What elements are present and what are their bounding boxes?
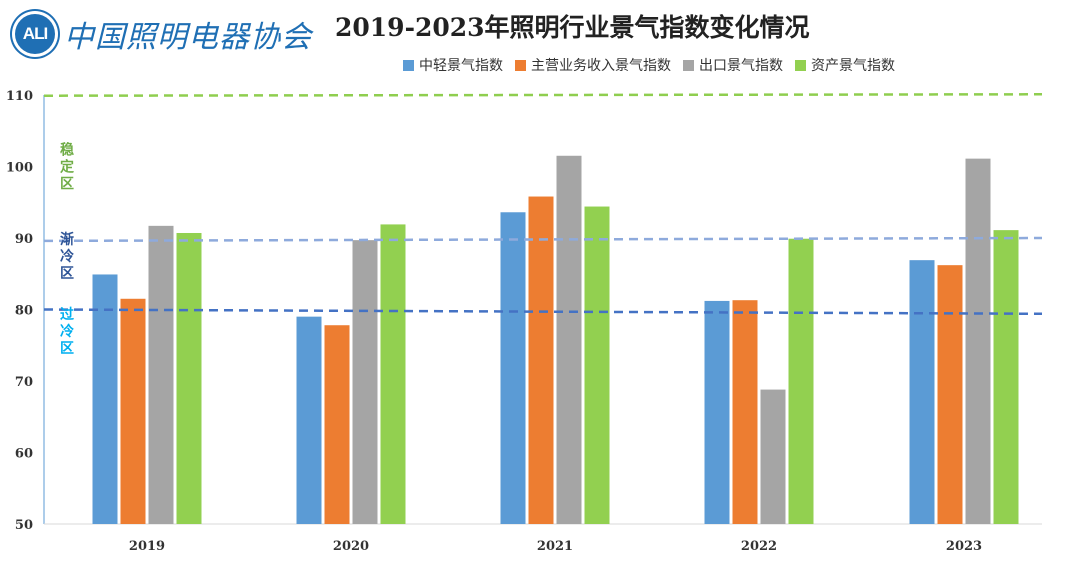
bar-2023-series-4 [993, 230, 1019, 524]
y-tick-label-70: 70 [15, 375, 33, 390]
y-tick-label-60: 60 [15, 447, 33, 462]
legend: 中轻景气指数 主营业务收入景气指数 出口景气指数 资产景气指数 [403, 55, 895, 75]
bar-2019-series-3 [148, 225, 174, 524]
zone-label-stable-3: 区 [60, 177, 74, 193]
zone-label-overcold-2: 冷 [60, 323, 74, 340]
y-tick-label-50: 50 [15, 518, 33, 533]
reference-line-stable-threshold [43, 93, 1043, 97]
chart-title: 2019-2023年照明行业景气指数变化情况 [335, 13, 810, 42]
zone-label-stable-2: 定 [60, 159, 74, 176]
x-tick-label-2023: 2023 [946, 539, 982, 554]
bar-2019-series-2 [120, 298, 146, 524]
bar-2022-series-1 [704, 300, 730, 524]
zone-label-cooling-2: 冷 [60, 248, 74, 265]
legend-label-4: 资产景气指数 [811, 58, 895, 74]
legend-swatch-1 [403, 59, 414, 71]
y-tick-label-80: 80 [15, 304, 33, 319]
bar-2021-series-4 [584, 206, 610, 525]
y-tick-label-110: 110 [6, 89, 33, 104]
legend-swatch-3 [683, 59, 694, 71]
zone-label-overcold-1: 过 [60, 306, 74, 323]
logo-name: 中国照明电器协会 [64, 20, 312, 55]
legend-swatch-4 [795, 59, 806, 71]
bar-2020-series-1 [296, 316, 322, 524]
legend-item-2: 主营业务收入景气指数 [515, 55, 671, 75]
reference-line-overcold-threshold [43, 308, 1043, 316]
legend-item-3: 出口景气指数 [683, 55, 783, 75]
legend-swatch-2 [515, 59, 526, 71]
logo: ALI 中国照明电器协会 [12, 8, 312, 60]
bar-2020-series-3 [352, 240, 378, 524]
legend-label-2: 主营业务收入景气指数 [531, 58, 671, 74]
y-tick-label-100: 100 [6, 161, 33, 176]
bar-2020-series-4 [380, 224, 406, 525]
bar-2023-series-2 [937, 265, 963, 524]
legend-label-1: 中轻景气指数 [419, 58, 503, 74]
legend-item-4: 资产景气指数 [795, 55, 895, 75]
bar-2023-series-1 [909, 260, 935, 524]
bar-2022-series-2 [732, 300, 758, 524]
x-tick-label-2022: 2022 [741, 539, 777, 554]
bar-2022-series-3 [760, 389, 786, 524]
bar-2019-series-1 [92, 274, 118, 524]
legend-label-3: 出口景气指数 [699, 58, 783, 74]
bar-2021-series-2 [528, 196, 554, 524]
bar-2021-series-1 [500, 212, 526, 524]
zone-label-overcold-3: 区 [60, 341, 74, 357]
x-tick-label-2021: 2021 [537, 539, 573, 554]
y-tick-label-90: 90 [15, 232, 33, 247]
bar-2020-series-2 [324, 325, 350, 524]
x-tick-label-2019: 2019 [129, 539, 165, 554]
reference-line-cooling-threshold [43, 236, 1043, 243]
zone-label-stable-1: 稳 [60, 142, 74, 159]
zone-label-cooling-1: 渐 [60, 231, 74, 248]
zone-label-cooling-3: 区 [60, 266, 74, 282]
bar-2022-series-4 [788, 238, 814, 524]
bar-2023-series-3 [965, 158, 991, 524]
x-tick-label-2020: 2020 [333, 539, 369, 554]
bar-2019-series-4 [176, 232, 202, 524]
logo-badge: ALI [12, 11, 58, 57]
legend-item-1: 中轻景气指数 [403, 55, 503, 75]
bar-2021-series-3 [556, 155, 582, 524]
